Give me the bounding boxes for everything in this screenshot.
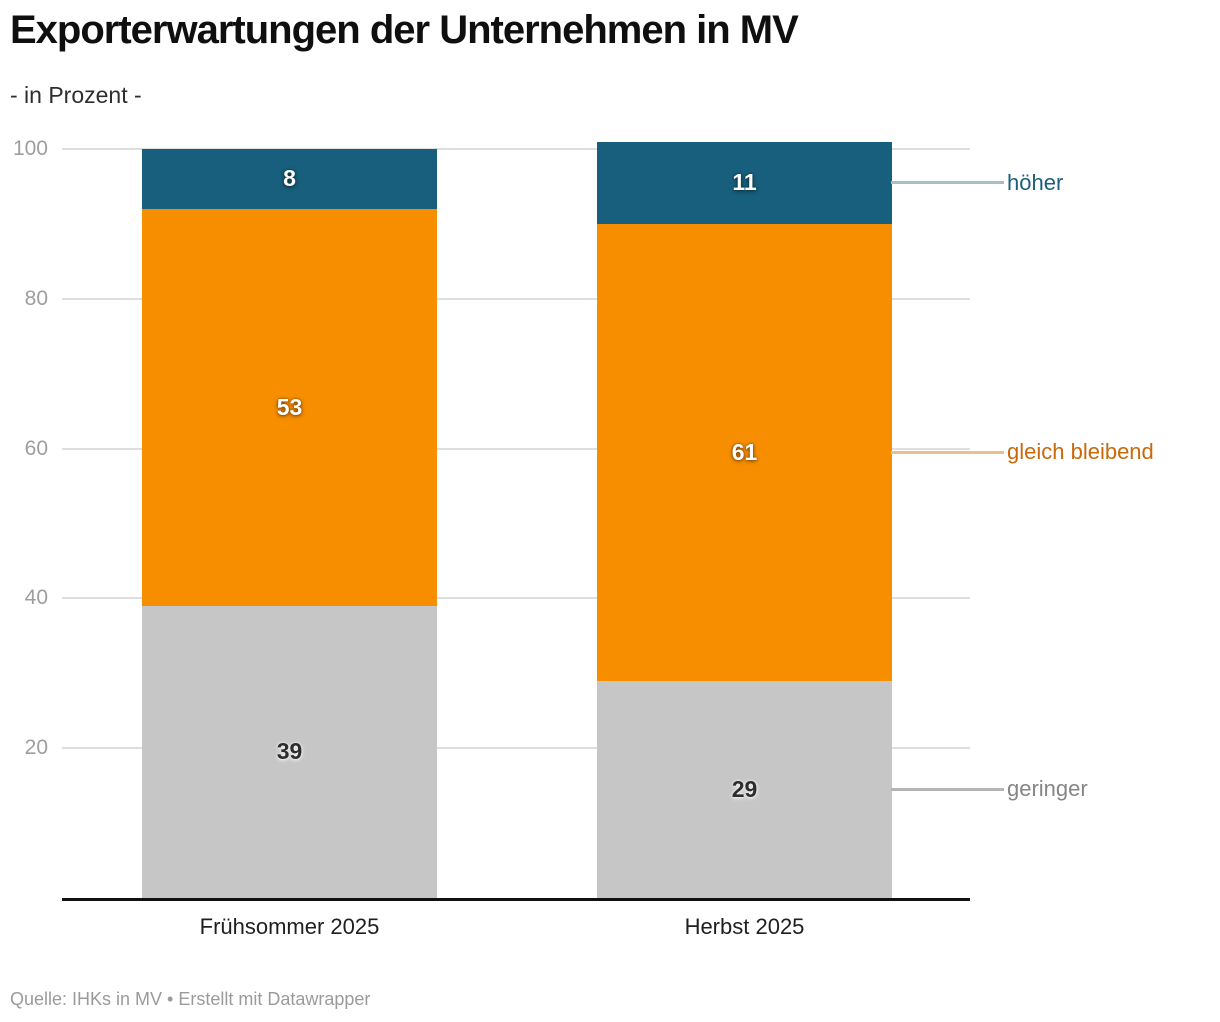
legend-connector-höher (891, 181, 1004, 185)
value-label: 61 (731, 438, 758, 465)
legend-connector-gleich-bleibend (891, 450, 1004, 454)
bar-segment-geringer: 39 (142, 605, 437, 898)
bar-segment-höher: 8 (142, 149, 437, 209)
y-tick-label: 60 (24, 436, 48, 460)
legend-label-gleich-bleibend: gleich bleibend (1007, 439, 1154, 465)
chart-title: Exporterwartungen der Unternehmen in MV (10, 8, 799, 52)
plot-area: 20 40 60 80 100 39 53 8 29 61 11 geringer gleich ble… (0, 100, 1220, 901)
chart-subtitle: - in Prozent - (10, 82, 142, 108)
bar-segment-gleich-bleibend: 53 (142, 208, 437, 606)
y-tick-label: 100 (12, 137, 48, 160)
gridline-60 (62, 447, 970, 450)
bar-1: 39 53 8 (142, 149, 437, 898)
value-label: 11 (732, 169, 757, 196)
x-axis-line (62, 898, 970, 901)
category-label: Frühsommer 2025 (199, 914, 380, 939)
y-tick-label: 80 (24, 286, 48, 310)
category-label: Herbst 2025 (684, 914, 805, 939)
bar-segment-gleich-bleibend: 61 (597, 223, 892, 681)
y-tick-label: 20 (24, 736, 48, 760)
legend-connector-geringer (891, 787, 1004, 791)
bar-segment-höher: 11 (597, 141, 892, 224)
y-tick-label: 40 (24, 586, 48, 610)
gridline-100 (62, 148, 970, 150)
value-label: 8 (283, 165, 296, 192)
bar-2: 29 61 11 (597, 141, 892, 898)
legend-label-höher: höher (1007, 169, 1064, 195)
bar-segment-geringer: 29 (597, 680, 892, 898)
source-note: Quelle: IHKs in MV • Erstellt mit Datawr… (10, 989, 371, 1009)
gridline-20 (62, 747, 970, 750)
gridline-80 (62, 297, 970, 300)
legend-label-geringer: geringer (1007, 776, 1088, 802)
value-label: 53 (276, 393, 303, 420)
value-label: 29 (731, 775, 758, 802)
value-label: 39 (276, 738, 303, 765)
gridline-40 (62, 597, 970, 600)
